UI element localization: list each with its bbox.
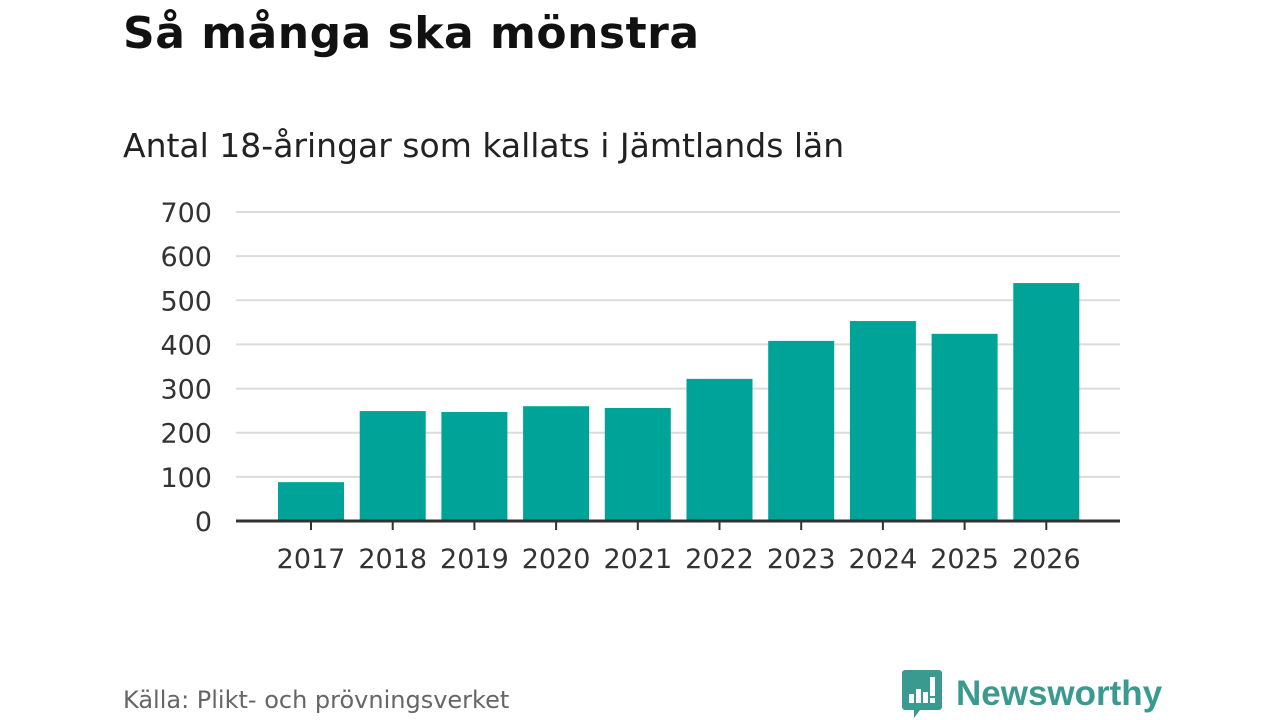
- newsworthy-logo-icon: [902, 670, 942, 718]
- y-tick-label: 200: [160, 419, 212, 450]
- x-tick-label: 2023: [767, 544, 836, 575]
- bar-2017: [278, 482, 344, 521]
- source-note: Källa: Plikt- och prövningsverket: [123, 686, 510, 714]
- bar-2018: [359, 411, 426, 521]
- y-tick-label: 0: [195, 507, 212, 538]
- newsworthy-logo: Newsworthy: [902, 670, 1162, 718]
- x-tick-label: 2018: [358, 544, 427, 575]
- x-tick-label: 2021: [603, 544, 672, 575]
- bar-2021: [604, 407, 671, 521]
- x-tick-label: 2025: [930, 544, 999, 575]
- chart-subtitle: Antal 18-åringar som kallats i Jämtlands…: [123, 126, 845, 165]
- x-tick-label: 2022: [685, 544, 754, 575]
- y-tick-label: 400: [160, 330, 212, 361]
- bar-2022: [686, 378, 753, 521]
- bar-2019: [441, 411, 508, 521]
- bar-2025: [931, 333, 998, 521]
- bar-2026: [1013, 283, 1080, 521]
- chart-title: Så många ska mönstra: [123, 8, 700, 59]
- x-tick-label: 2019: [440, 544, 509, 575]
- x-tick-label: 2017: [277, 544, 346, 575]
- x-tick-label: 2026: [1012, 544, 1081, 575]
- y-tick-label: 100: [160, 463, 212, 494]
- x-tick-label: 2020: [522, 544, 591, 575]
- y-tick-label: 300: [160, 375, 212, 406]
- y-tick-label: 600: [160, 242, 212, 273]
- y-tick-label: 700: [160, 198, 212, 229]
- bar-2024: [849, 321, 916, 521]
- x-tick-label: 2024: [849, 544, 918, 575]
- brand-name: Newsworthy: [956, 674, 1163, 713]
- bar-2020: [523, 406, 590, 521]
- bar-2023: [768, 340, 835, 521]
- y-tick-label: 500: [160, 286, 212, 317]
